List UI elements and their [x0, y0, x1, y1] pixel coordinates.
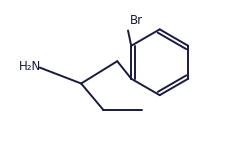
Text: Br: Br	[129, 14, 142, 27]
Text: H₂N: H₂N	[18, 60, 40, 73]
